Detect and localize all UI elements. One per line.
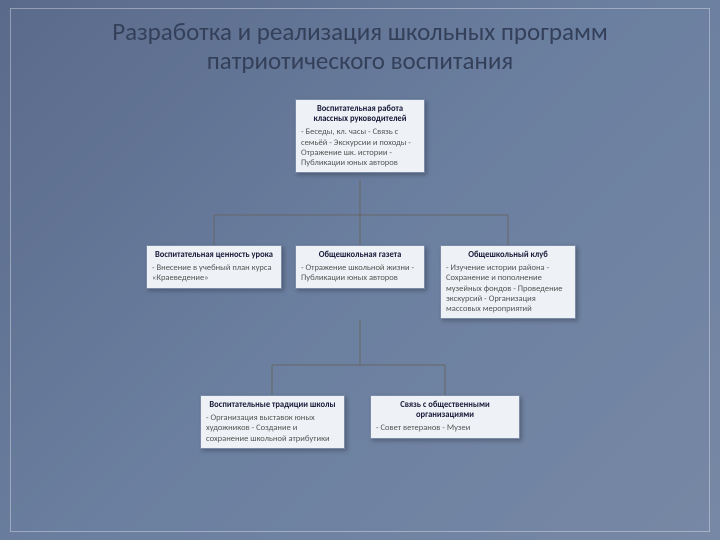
node-heading: Общешкольный клуб — [446, 250, 570, 260]
node-heading: Воспитательная ценность урока — [152, 250, 276, 260]
node-body: - Беседы, кл. часы - Связь с семьёй - Эк… — [301, 127, 419, 168]
node-body: - Отражение школьной жизни - Публикации … — [301, 263, 419, 283]
node-r2b: Общешкольная газета - Отражение школьной… — [295, 245, 425, 289]
slide-title: Разработка и реализация школьных програм… — [40, 18, 680, 76]
node-top: Воспитательная работа классных руководит… — [295, 99, 425, 173]
org-chart: Воспитательная работа классных руководит… — [140, 95, 580, 515]
node-body: - Совет ветеранов - Музеи — [376, 423, 514, 433]
slide: Разработка и реализация школьных програм… — [0, 0, 720, 540]
node-heading: Воспитательная работа классных руководит… — [301, 104, 419, 124]
node-body: - Организация выставок юных художников -… — [206, 413, 339, 444]
node-heading: Воспитательные традиции школы — [206, 400, 339, 410]
node-r3a: Воспитательные традиции школы - Организа… — [200, 395, 345, 449]
node-r2c: Общешкольный клуб - Изучение истории рай… — [440, 245, 576, 319]
node-r2a: Воспитательная ценность урока - Внесение… — [146, 245, 282, 289]
node-heading: Общешкольная газета — [301, 250, 419, 260]
node-body: - Внесение в учебный план курса «Краевед… — [152, 263, 276, 283]
node-body: - Изучение истории района - Сохранение и… — [446, 263, 570, 314]
node-heading: Связь с общественными организациями — [376, 400, 514, 420]
node-r3b: Связь с общественными организациями - Со… — [370, 395, 520, 439]
